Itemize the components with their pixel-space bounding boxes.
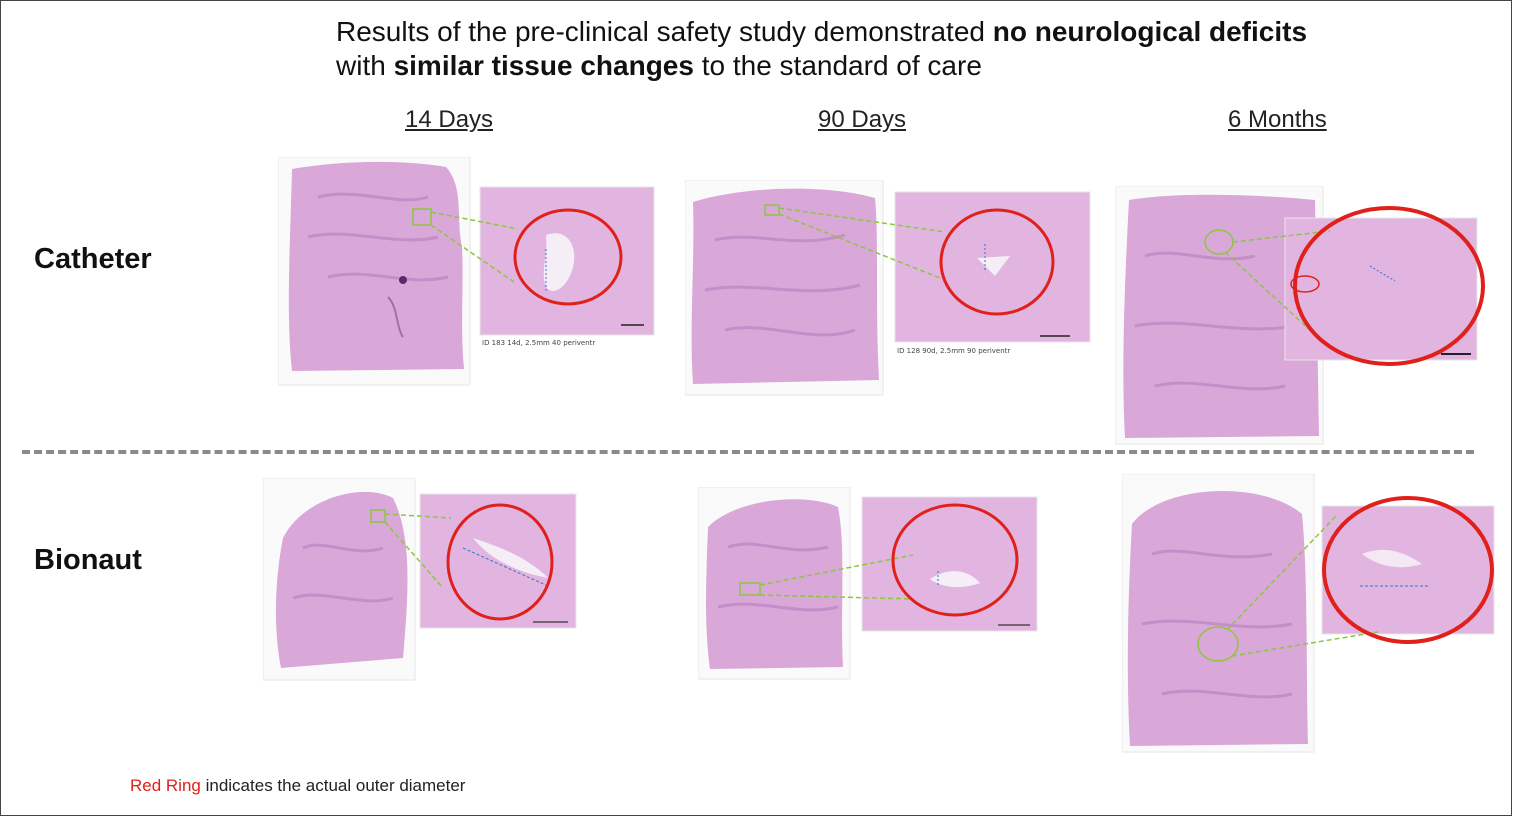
legend-text: indicates the actual outer diameter xyxy=(200,776,466,795)
bionaut-6m-figure xyxy=(1122,474,1495,753)
catheter-90d-figure xyxy=(685,180,1091,396)
headline-text-3: to the standard of care xyxy=(693,50,982,81)
headline-bold-2: similar tissue changes xyxy=(393,50,694,81)
bionaut-14d-figure xyxy=(263,478,577,681)
bionaut-90d-figure xyxy=(698,487,1038,680)
catheter-14d-panel: ID 183 14d, 2.5mm 40 periventr xyxy=(278,157,658,387)
column-title-6-months: 6 Months xyxy=(1228,106,1327,133)
row-divider xyxy=(22,450,1474,454)
legend: Red Ring indicates the actual outer diam… xyxy=(130,776,465,796)
catheter-6m-figure xyxy=(1115,186,1485,445)
headline-text-2: with xyxy=(336,50,394,81)
row-label-catheter: Catheter xyxy=(34,243,152,275)
headline-bold-1: no neurological deficits xyxy=(992,16,1308,47)
legend-highlight: Red Ring xyxy=(130,776,201,795)
catheter-14d-caption: ID 183 14d, 2.5mm 40 periventr xyxy=(482,339,596,347)
column-title-90-days: 90 Days xyxy=(818,106,907,133)
bionaut-6m-panel xyxy=(1122,474,1502,756)
row-label-bionaut: Bionaut xyxy=(34,544,142,576)
catheter-6m-panel xyxy=(1115,186,1495,448)
column-title-14-days: 14 Days xyxy=(405,106,494,133)
bionaut-14d-panel xyxy=(263,478,583,683)
bionaut-90d-panel xyxy=(698,487,1043,682)
catheter-14d-figure xyxy=(278,157,655,386)
headline: Results of the pre-clinical safety study… xyxy=(336,15,1506,83)
catheter-90d-panel: ID 128 90d, 2.5mm 90 periventr xyxy=(685,180,1095,400)
catheter-90d-caption: ID 128 90d, 2.5mm 90 periventr xyxy=(897,347,1011,355)
headline-text-1: Results of the pre-clinical safety study… xyxy=(336,16,993,47)
